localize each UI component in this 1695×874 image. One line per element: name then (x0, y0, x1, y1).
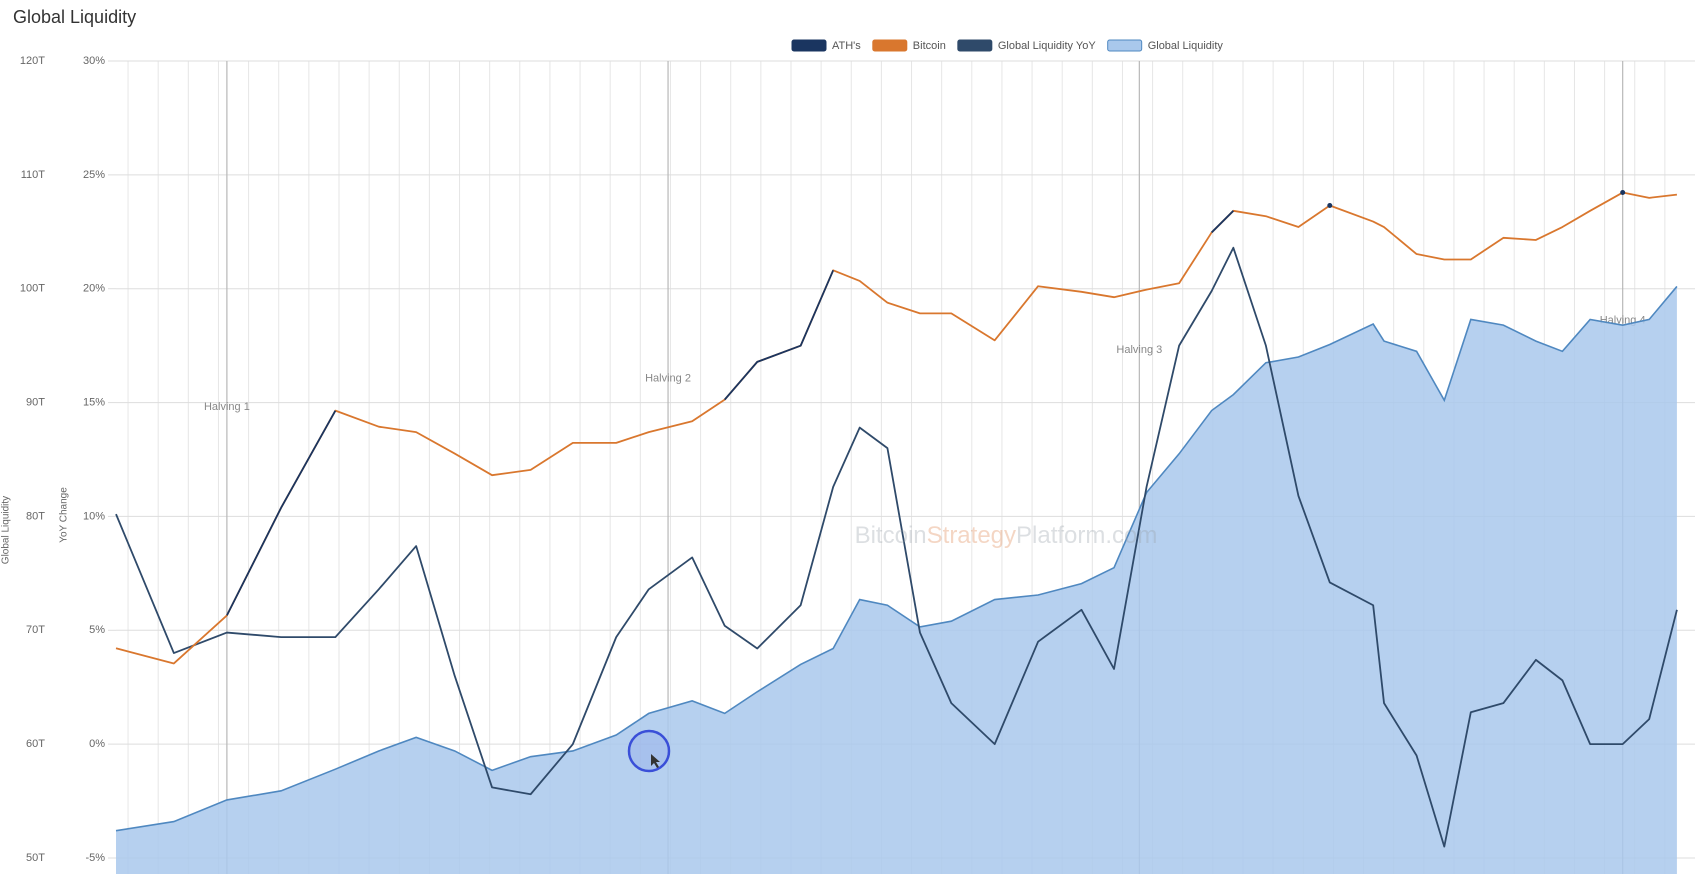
legend-label: ATH's (832, 40, 861, 52)
y2-tick-label: 30% (83, 55, 105, 67)
cursor (651, 754, 660, 768)
y-tick-label: 120T (20, 55, 45, 67)
legend-swatch (872, 39, 908, 52)
y-tick-label: 50T (26, 852, 45, 864)
watermark-part: Bitcoin (855, 522, 927, 549)
legend: ATH's Bitcoin Global Liquidity YoY Global L… (791, 39, 1224, 52)
y-tick-label: 70T (26, 624, 45, 636)
halving-label: Halving 3 (1116, 344, 1162, 356)
y2-tick-label: 15% (83, 396, 105, 408)
y2-tick-label: 0% (89, 738, 105, 750)
watermark: BitcoinStrategyPlatform.com (855, 522, 1158, 549)
y2-tick-label: 10% (83, 510, 105, 522)
cursor-highlight (627, 729, 671, 773)
y-tick-label: 80T (26, 510, 45, 522)
area (116, 286, 1677, 874)
y-tick-label: 110T (21, 169, 46, 181)
y2-tick-label: 20% (83, 283, 105, 295)
point (1327, 202, 1333, 208)
point (1620, 190, 1626, 196)
watermark-part: Platform.com (1016, 522, 1157, 549)
legend-label: Bitcoin (913, 40, 946, 52)
line (115, 191, 1678, 665)
area-line (115, 285, 1678, 832)
y-axis-title: Global Liquidity (1, 496, 12, 564)
y-tick-label: 100T (20, 283, 45, 295)
legend-swatch (791, 39, 827, 52)
legend-label: Global Liquidity YoY (998, 40, 1097, 52)
legend-swatch (957, 39, 993, 52)
y2-tick-label: 5% (89, 624, 105, 636)
y-tick-label: 60T (26, 738, 45, 750)
chart-title: Global Liquidity (13, 7, 136, 27)
line (115, 246, 1678, 848)
y2-tick-label: -5% (85, 852, 105, 864)
y2-axis-title: YoY Change (59, 487, 70, 543)
halving-label: Halving 1 (204, 401, 250, 413)
halving-label: Halving 2 (645, 373, 691, 385)
y-tick-label: 90T (26, 396, 45, 408)
legend-swatch (1107, 39, 1143, 52)
plot (115, 190, 1678, 874)
legend-label: Global Liquidity (1148, 40, 1224, 52)
watermark-part: Strategy (927, 522, 1016, 549)
y2-tick-label: 25% (83, 169, 105, 181)
